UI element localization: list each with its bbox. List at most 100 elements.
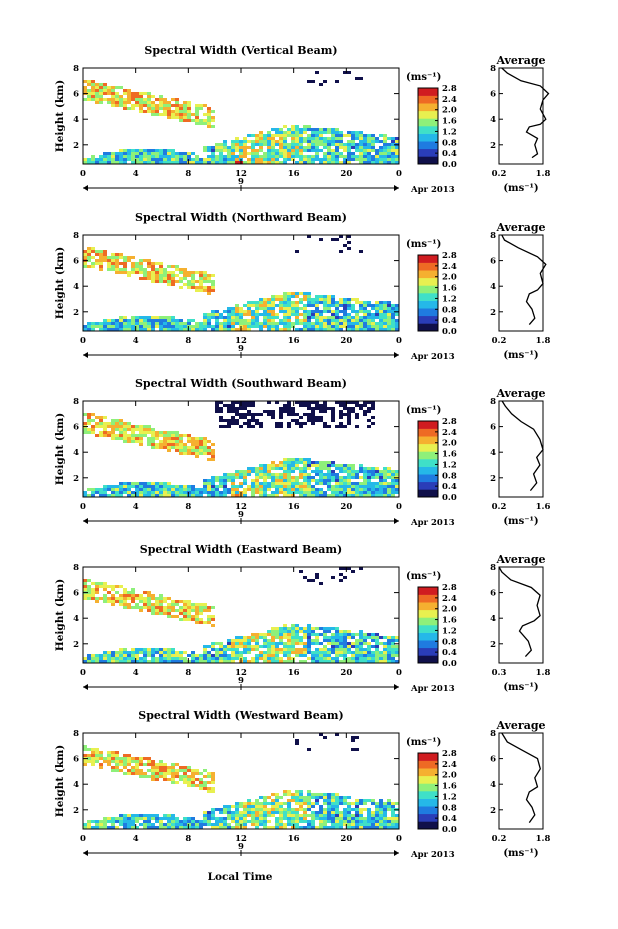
heatmap-cell <box>287 479 291 482</box>
heatmap-cell <box>391 146 395 149</box>
heatmap-cell <box>251 645 255 648</box>
heatmap-cell <box>151 110 155 113</box>
heatmap-cell <box>295 624 299 627</box>
heatmap-cell <box>279 146 283 149</box>
heatmap-cell <box>299 301 303 304</box>
heatmap-cell <box>263 817 267 820</box>
heatmap-cell <box>299 416 303 419</box>
heatmap-cell <box>323 298 327 301</box>
heatmap-cell <box>287 639 291 642</box>
heatmap-cell <box>219 823 223 826</box>
heatmap-cell <box>295 250 299 253</box>
heatmap-cell <box>339 651 343 654</box>
heatmap-cell <box>303 648 307 651</box>
avg-y-tick-label: 8 <box>490 64 496 74</box>
heatmap-cell <box>327 820 331 823</box>
heatmap-cell <box>339 328 343 331</box>
heatmap-cell <box>279 425 283 428</box>
heatmap-cell <box>183 606 187 609</box>
heatmap-cell <box>363 820 367 823</box>
heatmap-cell <box>155 826 159 829</box>
heatmap-cell <box>187 784 191 787</box>
heatmap-cell <box>171 283 175 286</box>
heatmap-cell <box>127 603 131 606</box>
heatmap-cell <box>307 633 311 636</box>
heatmap-cell <box>363 310 367 313</box>
heatmap-cell <box>379 820 383 823</box>
heatmap-cell <box>267 654 271 657</box>
heatmap-cell <box>275 422 279 425</box>
heatmap-cell <box>323 473 327 476</box>
heatmap-cell <box>119 319 123 322</box>
heatmap-cell <box>147 491 151 494</box>
heatmap-cell <box>263 808 267 811</box>
heatmap-cell <box>343 310 347 313</box>
colorbar-swatch <box>418 148 438 157</box>
heatmap-cell <box>387 319 391 322</box>
heatmap-cell <box>375 808 379 811</box>
heatmap-cell <box>343 639 347 642</box>
heatmap-cell <box>99 253 103 256</box>
heatmap-cell <box>355 134 359 137</box>
heatmap-cell <box>371 134 375 137</box>
day-line-arrow-right <box>394 352 399 358</box>
heatmap-cell <box>351 467 355 470</box>
colorbar-tick-label: 0.8 <box>442 305 457 315</box>
heatmap-cell <box>215 820 219 823</box>
day-label: 9 <box>238 676 244 686</box>
heatmap-cell <box>119 760 123 763</box>
heatmap-cell <box>299 639 303 642</box>
heatmap-cell <box>367 808 371 811</box>
heatmap-cell <box>335 642 339 645</box>
heatmap-cell <box>275 476 279 479</box>
heatmap-cell <box>239 639 243 642</box>
heatmap-cell <box>375 158 379 161</box>
heatmap-cell <box>319 808 323 811</box>
heatmap-cell <box>219 316 223 319</box>
heatmap-cell <box>163 766 167 769</box>
heatmap-cell <box>127 597 131 600</box>
heatmap-cell <box>111 491 115 494</box>
heatmap-cell <box>187 113 191 116</box>
colorbar-swatch <box>418 594 438 603</box>
heatmap-cell <box>323 325 327 328</box>
heatmap-cell <box>151 274 155 277</box>
heatmap-cell <box>163 660 167 663</box>
heatmap-cell <box>355 823 359 826</box>
heatmap-cell <box>271 660 275 663</box>
heatmap-cell <box>163 434 167 437</box>
heatmap-cell <box>291 146 295 149</box>
heatmap-cell <box>139 648 143 651</box>
heatmap-cell <box>251 805 255 808</box>
heatmap-cell <box>295 125 299 128</box>
heatmap-cell <box>367 633 371 636</box>
heatmap-cell <box>283 808 287 811</box>
heatmap-cell <box>87 265 91 268</box>
heatmap-cell <box>347 158 351 161</box>
heatmap-cell <box>255 301 259 304</box>
heatmap-cell <box>343 820 347 823</box>
heatmap-cell <box>175 152 179 155</box>
heatmap-cell <box>103 431 107 434</box>
heatmap-cell <box>303 488 307 491</box>
heatmap-cell <box>211 781 215 784</box>
heatmap-cell <box>107 431 111 434</box>
heatmap-cell <box>323 793 327 796</box>
heatmap-cell <box>355 736 359 739</box>
heatmap-cell <box>291 143 295 146</box>
heatmap-cell <box>263 298 267 301</box>
heatmap-cell <box>171 763 175 766</box>
heatmap-cell <box>315 128 319 131</box>
heatmap-cell <box>179 654 183 657</box>
heatmap-cell <box>347 416 351 419</box>
heatmap-cell <box>359 310 363 313</box>
avg-y-tick-label: 4 <box>490 614 496 624</box>
heatmap-cell <box>375 814 379 817</box>
heatmap-cell <box>299 137 303 140</box>
heatmap-cell <box>343 630 347 633</box>
heatmap-cell <box>227 645 231 648</box>
heatmap-cell <box>355 425 359 428</box>
heatmap-cell <box>275 491 279 494</box>
heatmap-cell <box>219 158 223 161</box>
heatmap-cell <box>107 152 111 155</box>
